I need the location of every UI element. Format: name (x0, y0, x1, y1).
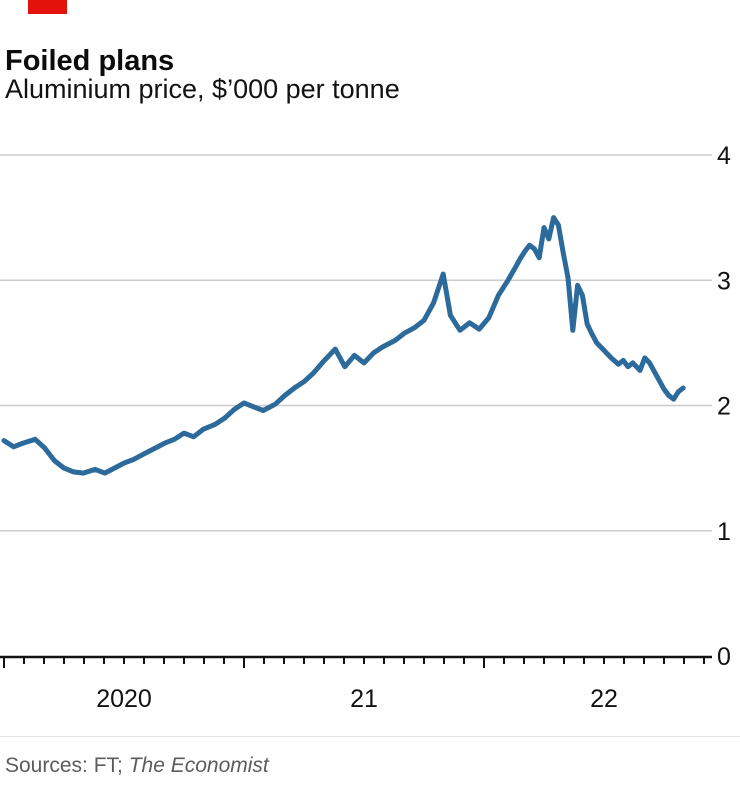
chart-subtitle: Aluminium price, $’000 per tonne (5, 74, 400, 104)
source-line: Sources: FT; The Economist (5, 754, 269, 778)
x-year-label: 2020 (96, 685, 152, 713)
y-tick-label: 0 (717, 643, 731, 671)
y-tick-label: 3 (717, 267, 731, 295)
chart-title: Foiled plans (5, 45, 175, 78)
y-tick-label: 1 (717, 518, 731, 546)
brand-red-tag (28, 0, 67, 14)
price-line (1, 215, 686, 476)
footer-divider (0, 736, 740, 737)
x-year-label: 21 (350, 685, 378, 713)
source-publication: The Economist (128, 754, 269, 777)
y-tick-label: 2 (717, 393, 731, 421)
x-year-label: 22 (590, 685, 618, 713)
y-tick-label: 4 (717, 142, 731, 170)
source-text: Sources: FT; (5, 754, 129, 777)
